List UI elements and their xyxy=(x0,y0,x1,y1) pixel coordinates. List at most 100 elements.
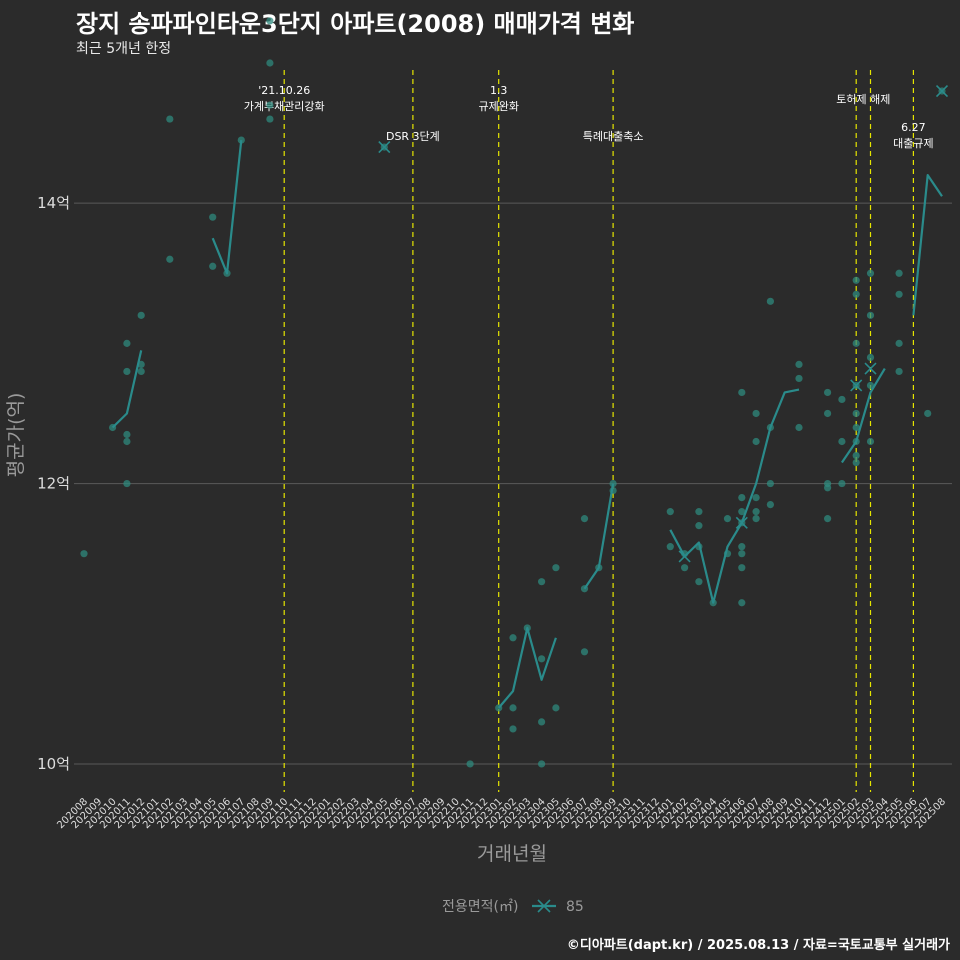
trade-point xyxy=(123,430,131,439)
policy-annotation: 1.3 xyxy=(490,84,508,97)
policy-annotation: 가계부채관리강화 xyxy=(244,100,325,113)
average-price-line xyxy=(497,626,557,709)
y-axis-ticks: 10억 12억 14억 xyxy=(37,194,70,773)
trade-point xyxy=(538,578,546,586)
cross-marker xyxy=(935,84,949,98)
trade-point xyxy=(237,136,245,144)
legend-title: 전용면적(㎡) xyxy=(442,899,518,915)
trade-point xyxy=(866,353,875,361)
trade-point xyxy=(824,409,832,418)
trade-point xyxy=(752,515,760,523)
trade-point xyxy=(895,290,903,298)
trade-point xyxy=(824,388,832,397)
trade-point xyxy=(738,564,746,572)
trade-point xyxy=(80,550,88,558)
trade-point xyxy=(466,760,474,768)
cross-marker xyxy=(378,141,391,154)
trade-point xyxy=(137,311,145,319)
trade-point xyxy=(552,564,560,572)
trade-point xyxy=(123,479,131,488)
trade-point xyxy=(538,760,546,768)
trade-point xyxy=(266,115,274,123)
trade-point xyxy=(852,458,860,467)
cross-marker xyxy=(735,516,748,529)
trade-point xyxy=(766,479,775,488)
trade-point xyxy=(266,59,274,67)
policy-annotation: '21.10.26 xyxy=(258,84,310,97)
trade-point xyxy=(509,725,517,733)
trade-point xyxy=(695,522,703,530)
policy-annotation: 특례대출축소 xyxy=(583,130,644,143)
policy-annotation: 토허제 해제 xyxy=(836,92,890,106)
trade-points xyxy=(80,17,946,768)
trade-point xyxy=(824,479,832,488)
trade-point xyxy=(752,508,760,516)
trade-point xyxy=(852,423,860,432)
trade-point xyxy=(895,367,903,376)
trade-point xyxy=(609,479,617,488)
cross-marker xyxy=(850,379,863,392)
trade-point xyxy=(838,395,846,404)
trade-point xyxy=(738,388,746,397)
trade-point xyxy=(838,437,846,446)
trade-point xyxy=(752,493,760,502)
legend: 전용면적(㎡) 85 xyxy=(442,899,584,915)
trade-point xyxy=(666,508,674,516)
trade-point xyxy=(738,508,746,516)
policy-annotation: DSR 3단계 xyxy=(386,130,440,143)
trade-point xyxy=(552,704,560,712)
trade-point xyxy=(166,115,174,123)
trade-point xyxy=(895,269,903,277)
trade-point xyxy=(852,276,860,284)
trade-point xyxy=(695,508,703,516)
y-tick-label: 12억 xyxy=(37,475,70,493)
trade-point xyxy=(266,101,274,109)
average-price-line xyxy=(840,368,886,464)
trade-point xyxy=(666,543,674,551)
trade-point xyxy=(838,479,846,488)
trade-point xyxy=(580,515,589,523)
trade-point xyxy=(723,515,732,523)
average-price-line xyxy=(211,139,243,275)
trade-point xyxy=(866,311,875,319)
average-price-line xyxy=(111,350,143,429)
trade-point xyxy=(738,550,746,558)
cross-marker xyxy=(864,362,877,375)
trade-point xyxy=(752,409,760,418)
chart-subtitle: 최근 5개년 한정 xyxy=(76,41,172,57)
trade-point xyxy=(866,269,875,277)
trade-point xyxy=(123,437,131,446)
cross-marker xyxy=(678,550,691,563)
trade-point xyxy=(580,648,589,656)
trade-point xyxy=(852,339,860,347)
trade-point xyxy=(738,599,746,607)
trade-point xyxy=(681,564,689,572)
trade-point xyxy=(209,213,217,221)
x-axis-ticks: 2020082020092020102020112020122021012021… xyxy=(55,796,948,831)
legend-item-85: 85 xyxy=(566,899,584,915)
trade-point xyxy=(852,451,860,460)
x-axis-label: 거래년월 xyxy=(477,843,547,865)
trade-point xyxy=(752,437,760,446)
trade-point xyxy=(852,290,860,298)
trade-point xyxy=(766,501,775,509)
trade-point xyxy=(209,262,217,270)
trade-point xyxy=(866,381,875,390)
trade-point xyxy=(695,578,703,586)
trade-point xyxy=(738,493,746,502)
trade-point xyxy=(852,409,860,418)
trade-point xyxy=(895,339,903,347)
y-axis-label: 평균가(억) xyxy=(5,393,27,478)
policy-annotation: 6.27 xyxy=(901,121,926,134)
trade-point xyxy=(266,17,274,25)
average-price-line xyxy=(669,388,800,604)
trade-point xyxy=(824,515,832,523)
y-tick-label: 14억 xyxy=(37,194,70,212)
trade-point xyxy=(795,360,803,369)
gridlines xyxy=(74,202,952,765)
trade-point xyxy=(866,437,875,446)
cross-markers xyxy=(378,84,949,563)
average-price-line xyxy=(583,483,615,590)
chart-title: 장지 송파파인타운3단지 아파트(2008) 매매가격 변화 xyxy=(76,10,635,38)
